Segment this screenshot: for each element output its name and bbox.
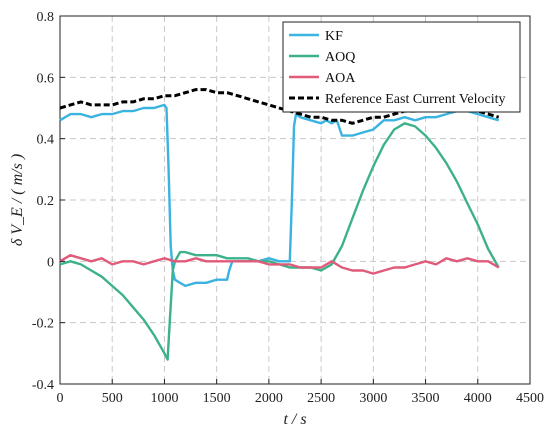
- x-tick-label: 0: [57, 391, 64, 406]
- x-tick-label: 4500: [516, 391, 544, 406]
- y-tick-label: 0.8: [37, 10, 55, 25]
- legend-label: KF: [325, 29, 343, 44]
- plot-area: [59, 15, 531, 385]
- series-line-3: [59, 254, 500, 275]
- x-axis-label: t / s: [283, 411, 306, 428]
- legend-box: [282, 21, 521, 113]
- y-tick-label: -0.2: [32, 317, 54, 332]
- legend: KF AOQ AOA Reference East Current Velocity: [282, 21, 521, 113]
- x-tick-label: 3500: [412, 391, 440, 406]
- y-axis-ticks: -0.4 -0.2 0 0.2 0.4 0.6 0.8: [32, 10, 65, 393]
- series-line-1: [59, 103, 500, 288]
- legend-label: AOA: [325, 71, 356, 86]
- x-tick-label: 500: [102, 391, 123, 406]
- x-tick-label: 2000: [255, 391, 283, 406]
- x-tick-label: 1000: [150, 391, 178, 406]
- y-tick-label: 0: [47, 255, 54, 270]
- y-tick-label: 0.6: [37, 71, 55, 86]
- x-tick-label: 4000: [464, 391, 492, 406]
- y-tick-label: 0.4: [37, 133, 55, 148]
- x-tick-label: 2500: [307, 391, 335, 406]
- y-tick-label: 0.2: [37, 194, 55, 209]
- series-layer: [59, 88, 500, 361]
- x-tick-label: 3000: [359, 391, 387, 406]
- legend-label: Reference East Current Velocity: [325, 92, 506, 107]
- x-tick-label: 1500: [203, 391, 231, 406]
- series-line-2: [59, 122, 500, 361]
- legend-label: AOQ: [325, 50, 355, 65]
- y-axis-label: δ V_E / ( m/s ): [9, 154, 26, 246]
- x-axis-ticks: 0 500 1000 1500 2000 2500 3000 3500 4000 4500: [57, 379, 544, 406]
- y-tick-label: -0.4: [32, 378, 54, 393]
- series-line-4: [59, 88, 500, 125]
